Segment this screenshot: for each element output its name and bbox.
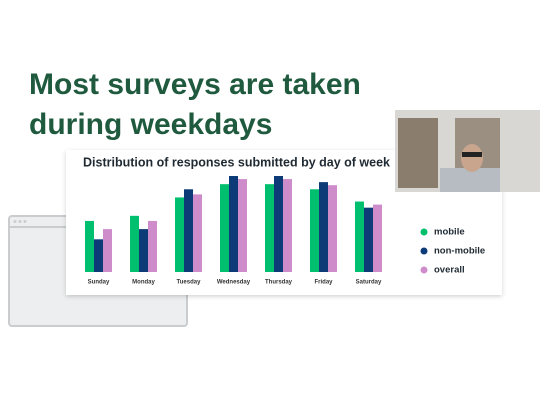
- legend-swatch: [420, 266, 428, 274]
- bar: [103, 229, 112, 272]
- bar: [175, 197, 184, 272]
- bar: [220, 184, 229, 272]
- bar: [238, 179, 247, 272]
- legend-label: non-mobile: [434, 246, 485, 257]
- legend-label: overall: [434, 265, 465, 276]
- x-tick-label: Sunday: [88, 280, 110, 286]
- x-tick-label: Friday: [314, 280, 333, 286]
- x-tick-label: Saturday: [356, 280, 382, 286]
- chart-title: Distribution of responses submitted by d…: [83, 155, 390, 169]
- bar: [319, 182, 328, 272]
- legend-swatch: [420, 228, 428, 236]
- bar: [148, 220, 157, 272]
- bar: [139, 229, 148, 272]
- webcam: [395, 110, 540, 192]
- bar: [265, 184, 274, 272]
- bar: [130, 215, 139, 272]
- x-tick-label: Wednesday: [217, 280, 251, 286]
- bar: [364, 207, 373, 272]
- bar: [85, 220, 94, 272]
- bar: [283, 179, 292, 272]
- bar: [310, 189, 319, 272]
- x-tick-label: Tuesday: [177, 280, 202, 286]
- bar: [193, 194, 202, 272]
- bar: [274, 176, 283, 272]
- legend-swatch: [420, 247, 428, 255]
- x-tick-label: Monday: [132, 280, 155, 286]
- bar: [184, 189, 193, 272]
- x-tick-label: Thursday: [265, 280, 293, 286]
- bar: [229, 176, 238, 272]
- bar: [373, 204, 382, 272]
- bar: [94, 239, 103, 272]
- headline: Most surveys are taken: [29, 68, 361, 101]
- headline: during weekdays: [29, 108, 272, 141]
- legend-label: mobile: [434, 227, 465, 238]
- bar: [355, 201, 364, 272]
- bar: [328, 185, 337, 272]
